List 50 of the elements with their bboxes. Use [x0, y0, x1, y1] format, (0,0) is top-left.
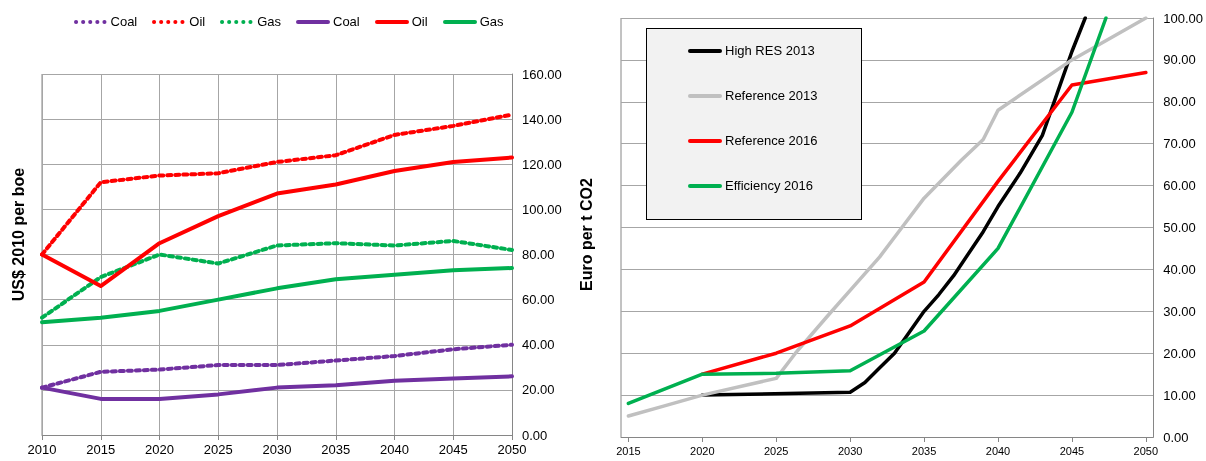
y-tick-label: 90.00 — [1163, 52, 1196, 68]
y-axis-title: Euro per t CO2 — [577, 177, 595, 291]
y-tick-label: 60.00 — [1163, 178, 1196, 194]
y-tick-label: 80.00 — [522, 247, 555, 262]
legend-label: Oil — [189, 14, 206, 29]
legend-label: High RES 2013 — [725, 43, 815, 58]
x-tick-label: 2050 — [497, 442, 527, 457]
x-tick-label: 2040 — [985, 444, 1011, 457]
y-tick-label: 40.00 — [522, 337, 555, 353]
y-axis-title: US$ 2010 per boe — [9, 167, 27, 302]
x-tick-label: 2035 — [911, 444, 937, 457]
legend-label: Oil — [411, 14, 428, 29]
y-tick-label: 50.00 — [1163, 220, 1196, 235]
y-tick-label: 80.00 — [1163, 94, 1196, 110]
y-tick-label: 120.00 — [522, 156, 562, 172]
y-tick-label: 70.00 — [1163, 136, 1196, 152]
x-tick-label: 2015 — [616, 444, 641, 457]
y-tick-label: 160.00 — [522, 66, 562, 82]
x-tick-label: 2050 — [1133, 444, 1159, 457]
y-tick-label: 100.00 — [1163, 10, 1203, 26]
x-tick-label: 2015 — [86, 442, 116, 457]
x-tick-label: 2025 — [203, 442, 233, 457]
y-tick-label: 30.00 — [1163, 303, 1196, 319]
x-tick-label: 2020 — [690, 444, 715, 457]
x-tick-label: 2025 — [763, 444, 789, 457]
legend-label: Coal — [110, 14, 138, 29]
x-tick-label: 2040 — [380, 442, 409, 457]
y-tick-label: 20.00 — [522, 382, 555, 398]
x-tick-label: 2035 — [321, 442, 351, 457]
x-tick-label: 2020 — [145, 442, 174, 457]
x-tick-label: 2010 — [27, 442, 57, 457]
line-series — [40, 238, 514, 320]
y-tick-label: 60.00 — [522, 292, 555, 308]
legend-label: Gas — [257, 14, 281, 29]
y-tick-label: 0.00 — [1163, 429, 1189, 445]
y-tick-label: 100.00 — [522, 201, 562, 217]
x-tick-label: 2045 — [438, 442, 468, 457]
legend-label: Gas — [479, 14, 504, 29]
y-tick-label: 20.00 — [1163, 345, 1196, 361]
y-tick-label: 40.00 — [1163, 261, 1196, 277]
x-tick-label: 2030 — [837, 444, 863, 457]
x-tick-label: 2030 — [262, 442, 292, 457]
y-tick-label: 0.00 — [522, 427, 548, 443]
x-tick-label: 2045 — [1059, 444, 1085, 457]
y-tick-label: 10.00 — [1163, 387, 1196, 403]
y-tick-label: 140.00 — [522, 111, 562, 127]
legend-label: Reference 2013 — [725, 88, 818, 103]
legend-label: Efficiency 2016 — [725, 178, 813, 193]
legend-label: Reference 2016 — [725, 133, 818, 148]
legend-label: Coal — [333, 14, 360, 29]
